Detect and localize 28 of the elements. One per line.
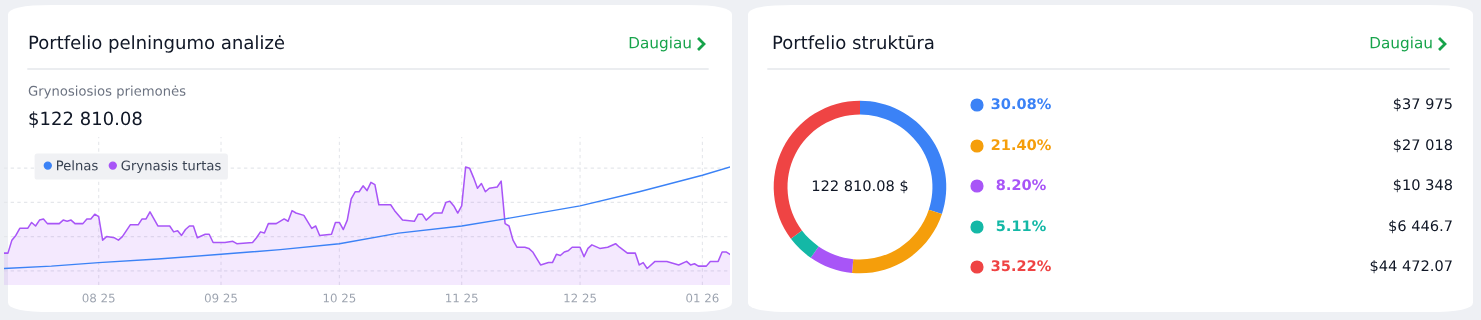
x-tick-label: 12 25 (564, 293, 596, 303)
text: Daugiau (629, 36, 691, 52)
donut-slice (852, 209, 942, 274)
text: 8.20% (996, 179, 1046, 191)
x-tick-label: 08 25 (82, 293, 115, 303)
chart-title: Portfelio struktūra (773, 35, 934, 50)
text: $10 348 (1393, 178, 1452, 193)
text: 122 810.08 $ (812, 179, 908, 194)
legend-label: Grynasis turtas (121, 160, 221, 173)
donut-slice (790, 230, 819, 258)
text: 21.40% (991, 139, 1051, 151)
text: $37 975 (1393, 97, 1452, 112)
text: 30.08% (991, 98, 1051, 110)
x-tick-label: 01 26 (686, 293, 719, 303)
legend-label: Pelnas (57, 160, 98, 171)
text: $6 446.7 (1389, 219, 1452, 234)
x-tick-label: 10 25 (323, 293, 356, 303)
text: $27 018 (1393, 138, 1452, 153)
text: 35.22% (991, 260, 1051, 272)
chart-subtitle: Grynosiosios priemonės (28, 85, 186, 99)
text: 5.11% (996, 220, 1046, 232)
donut-slice (810, 246, 854, 273)
text: Daugiau (1370, 36, 1432, 52)
x-tick-label: 09 25 (204, 293, 237, 303)
text: $44 472.07 (1370, 259, 1452, 274)
chart-title: Portfelio pelningumo analizė (29, 35, 285, 53)
x-tick-label: 11 25 (446, 293, 478, 303)
text: $122 810.08 (29, 111, 142, 128)
